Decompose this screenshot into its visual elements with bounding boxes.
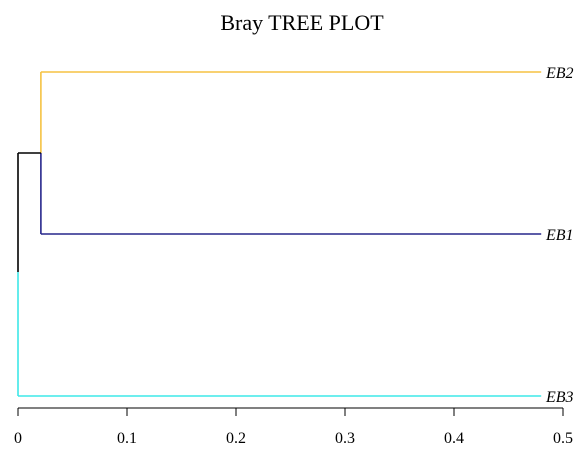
leaf-label-eb3: EB3: [545, 389, 574, 406]
x-axis: 0 0.1 0.2 0.3 0.4 0.5: [14, 407, 573, 447]
x-tick-label: 0.3: [335, 430, 355, 447]
x-tick-label: 0.2: [226, 430, 246, 447]
chart-title: Bray TREE PLOT: [220, 10, 384, 35]
tree-branches: [17, 71, 542, 397]
x-tick-label: 0.1: [117, 430, 137, 447]
x-tick-label: 0.4: [444, 430, 464, 447]
leaf-label-eb2: EB2: [545, 65, 574, 82]
leaf-label-eb1: EB1: [545, 227, 574, 244]
x-tick-label: 0.5: [553, 430, 573, 447]
x-tick-label: 0: [14, 430, 22, 447]
leaf-labels: EB2 EB1 EB3: [545, 65, 574, 406]
